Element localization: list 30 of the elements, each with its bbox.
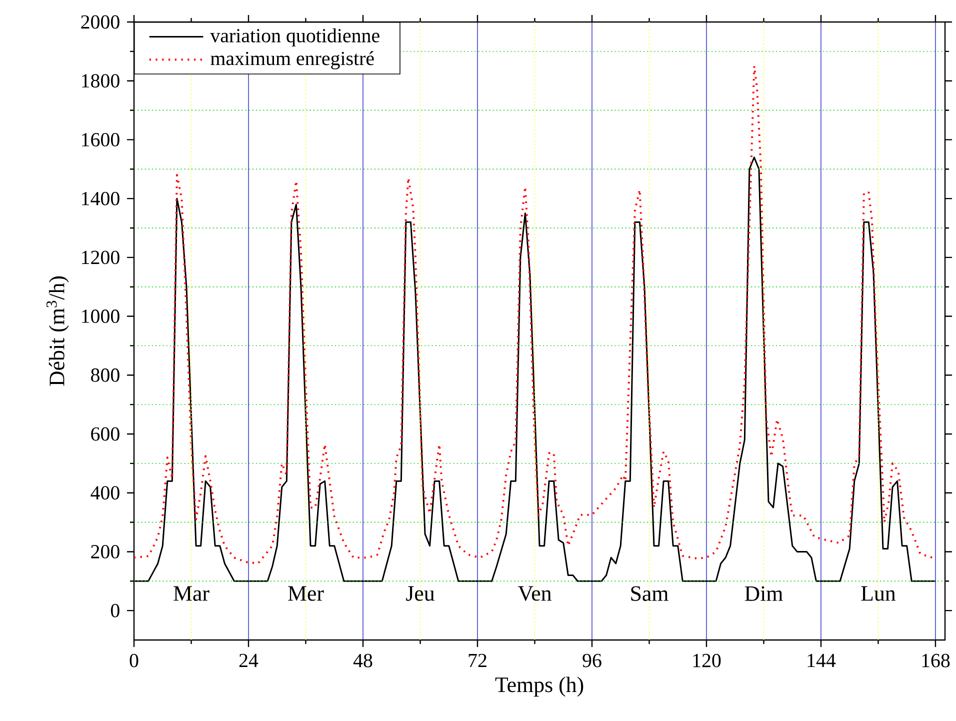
x-axis-title: Temps (h) [495, 676, 584, 697]
x-tick-label: 0 [130, 654, 138, 668]
legend-label: variation quotidienne [210, 28, 380, 46]
annotation: Dim [744, 586, 783, 601]
y-tick-label: 2000 [81, 15, 120, 29]
y-tick-label: 200 [91, 544, 120, 558]
y-tick-label: 1400 [82, 192, 120, 206]
y-tick-label: 1000 [82, 310, 120, 323]
annotation: Ven [518, 586, 552, 601]
y-tick-label: 1800 [82, 74, 120, 88]
y-tick-label: 0 [110, 604, 120, 618]
annotation: Mar [174, 586, 210, 601]
y-tick-label: 600 [91, 427, 120, 441]
annotation: Jeu [406, 586, 434, 601]
annotation: Lun [861, 586, 896, 601]
x-tick-label: 72 [468, 654, 486, 668]
y-tick-label: 1600 [82, 132, 120, 146]
x-tick-label: 96 [582, 654, 602, 668]
x-tick-label: 144 [808, 654, 836, 667]
y-tick-label: 800 [91, 368, 120, 382]
annotation: Mer [288, 586, 324, 601]
x-tick-label: 120 [693, 654, 721, 668]
x-tick-label: 24 [239, 654, 258, 668]
annotation: Sam [631, 586, 668, 601]
x-tick-label: 168 [922, 654, 950, 668]
y-tick-label: 1200 [82, 250, 120, 264]
legend-label: maximum enregistré [210, 51, 374, 70]
y-tick-label: 400 [90, 486, 120, 500]
x-tick-label: 48 [353, 654, 372, 668]
y-axis-title: Débit (m$^{3}$/h) [46, 276, 69, 386]
